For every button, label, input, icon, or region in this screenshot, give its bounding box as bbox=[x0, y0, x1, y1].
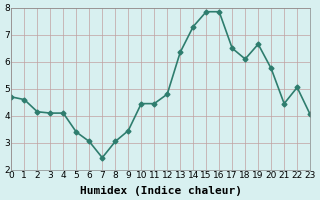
X-axis label: Humidex (Indice chaleur): Humidex (Indice chaleur) bbox=[80, 186, 242, 196]
